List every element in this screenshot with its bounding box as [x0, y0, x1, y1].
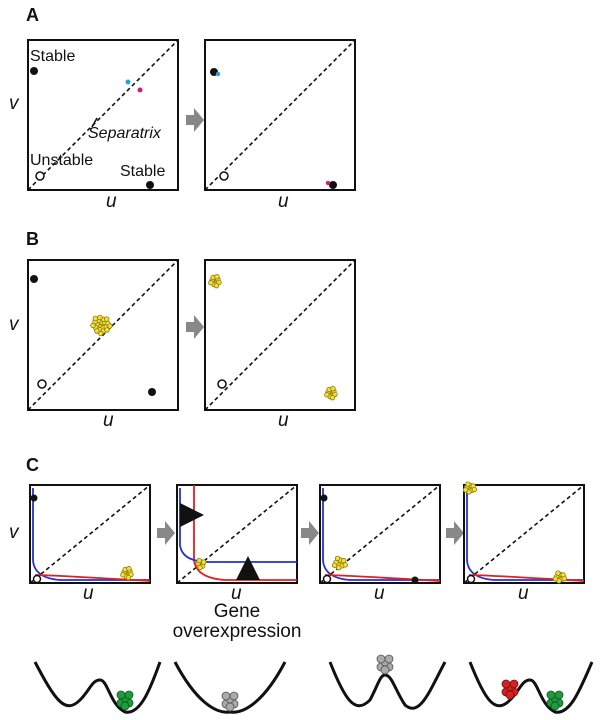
dot: [214, 274, 220, 280]
panel-label: A: [26, 5, 39, 25]
dot: [550, 701, 560, 711]
dot: [471, 486, 478, 493]
dot: [336, 564, 342, 571]
dot: [329, 394, 336, 401]
dot: [465, 481, 471, 487]
phase-plot: [29, 484, 151, 584]
arrow: [186, 108, 204, 132]
cluster: [90, 314, 113, 337]
cluster: [208, 274, 222, 289]
dot: [384, 654, 394, 664]
phase-plot: [204, 259, 356, 411]
cells: [116, 654, 564, 712]
dot: [126, 566, 132, 572]
cluster: [120, 566, 134, 581]
phase-plot: [462, 481, 585, 584]
dot: [94, 328, 100, 334]
annotation: Unstable: [30, 152, 93, 169]
dot: [376, 654, 386, 664]
dot: [324, 392, 330, 398]
dot: [116, 690, 126, 700]
phase-plot: [27, 39, 179, 191]
dot: [505, 690, 515, 700]
cluster: [331, 555, 348, 571]
phase-plot: [176, 484, 298, 584]
dot: [120, 701, 130, 711]
axis-label: v: [9, 522, 20, 543]
dot: [342, 562, 348, 568]
cluster: [195, 557, 207, 571]
dot: [97, 314, 103, 321]
dot: [125, 574, 132, 581]
dot: [124, 690, 134, 700]
annotation: Gene: [214, 601, 260, 622]
dot: [561, 575, 568, 582]
dot: [501, 679, 511, 689]
axis-label: v: [9, 314, 20, 335]
dot: [208, 280, 214, 286]
dot: [229, 691, 239, 701]
dot: [555, 570, 561, 576]
dot: [104, 327, 110, 333]
axis-label: u: [83, 583, 94, 604]
arrow: [446, 521, 464, 545]
axis-label: u: [231, 583, 242, 604]
panel-label: C: [26, 455, 39, 475]
dot: [107, 323, 113, 329]
cluster: [552, 570, 568, 584]
cluster: [324, 386, 338, 401]
annotation: Stable: [120, 163, 165, 180]
dot: [213, 282, 220, 289]
dot: [92, 315, 99, 322]
axis-label: u: [278, 410, 289, 431]
phase-plot: [204, 39, 356, 191]
axis-label: u: [106, 191, 117, 212]
annotation: overexpression: [173, 621, 302, 642]
arrow: [301, 521, 319, 545]
dot: [104, 316, 110, 322]
dot: [201, 559, 207, 565]
axis-label: u: [374, 583, 385, 604]
dot: [554, 690, 564, 700]
axis-label: u: [518, 583, 529, 604]
dot: [552, 576, 559, 582]
annotation: Stable: [30, 48, 75, 65]
arrow: [186, 315, 204, 339]
dot: [462, 487, 469, 493]
dot: [196, 557, 202, 564]
dot: [197, 564, 203, 571]
cluster: [462, 481, 478, 495]
dot: [221, 691, 231, 701]
dot: [120, 572, 126, 578]
dot: [380, 665, 390, 675]
dot: [334, 555, 341, 562]
panel-label: B: [26, 229, 39, 249]
dot: [509, 679, 519, 689]
dot: [330, 386, 336, 392]
axis-label: u: [103, 410, 114, 431]
annotation: Separatrix: [88, 125, 162, 142]
axis-label: v: [9, 93, 20, 114]
axis-label: u: [278, 191, 289, 212]
dot: [98, 330, 104, 337]
arrow: [157, 521, 175, 545]
dot: [90, 322, 96, 329]
dot: [546, 690, 556, 700]
dot: [331, 562, 338, 568]
dot: [225, 702, 235, 712]
phase-plot: [27, 259, 179, 411]
landscape: [33, 661, 594, 714]
phase-plot: [319, 484, 441, 584]
